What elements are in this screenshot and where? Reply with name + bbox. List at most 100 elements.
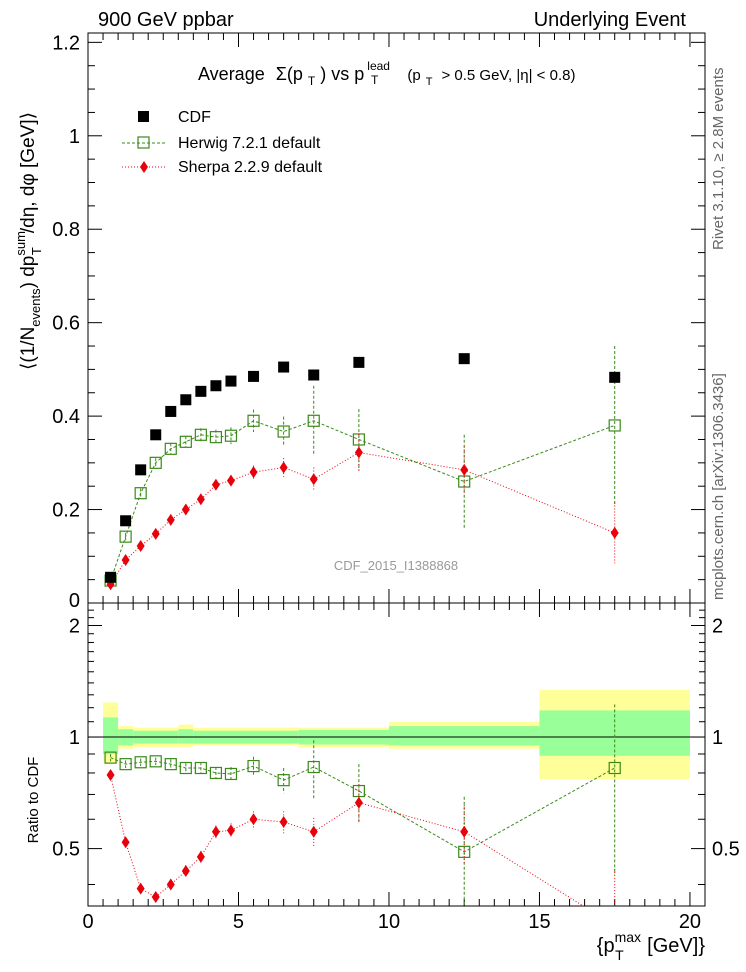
data-point-cdf [353, 356, 365, 368]
data-point-sherpa [354, 446, 363, 459]
data-point-sherpa [196, 850, 205, 863]
title-sigma-sub: T [308, 74, 316, 88]
data-point-sherpa [211, 478, 220, 491]
data-point-cdf [195, 385, 207, 397]
y-tick-label-main: 1.2 [52, 32, 80, 54]
data-point-herwig [608, 419, 621, 432]
y-axis-label-ratio: Ratio to CDF [25, 757, 42, 844]
y-axis-label-main: ⟨(1/Nevents) dpsumT/dη, dφ [GeV]⟩ [13, 112, 44, 370]
legend-herwig-marker [137, 136, 150, 149]
series-sherpa [106, 433, 619, 591]
data-point-sherpa [279, 461, 288, 474]
data-point-sherpa [136, 882, 145, 895]
y-tick-label-ratio-right: 2 [712, 615, 723, 637]
data-point-herwig [458, 845, 471, 858]
data-point-sherpa [309, 825, 318, 838]
y-tick-label-main: 0.4 [52, 406, 80, 428]
header-left: 900 GeV ppbar [98, 9, 234, 31]
x-tick-label: 15 [528, 911, 550, 933]
x-tick-label: 5 [233, 911, 244, 933]
series-cdf [105, 353, 621, 583]
data-point-sherpa [151, 527, 160, 540]
x-axis-label: {pmax T [GeV]} [597, 929, 706, 963]
data-point-sherpa [181, 865, 190, 878]
legend-sherpa-marker [140, 161, 148, 173]
data-point-cdf [278, 361, 290, 373]
ratio-band-inner [539, 710, 690, 756]
y-tick-label-main: 0.2 [52, 500, 80, 522]
data-point-herwig [179, 435, 192, 448]
ratio-band-inner [178, 729, 194, 744]
data-point-sherpa [279, 815, 288, 828]
data-point-sherpa [211, 825, 220, 838]
data-point-cdf [609, 371, 621, 383]
data-point-sherpa [121, 554, 130, 567]
data-point-sherpa [136, 540, 145, 552]
data-point-herwig [149, 755, 162, 768]
axes-layer: 0 5 10 15 20 0.2 0.4 0.6 0.8 1 1.2 0 0.5 0.5 1 1 2 2 [52, 32, 740, 933]
data-point-sherpa [166, 513, 175, 526]
data-point-herwig [194, 761, 207, 775]
plot-title: Average Σ(p T ) vs p lead T (p T > 0.5 G… [198, 54, 575, 89]
title-lead-sup: lead [367, 59, 390, 73]
series-herwig [104, 704, 621, 906]
data-point-sherpa [151, 891, 160, 904]
x-tick-label: 20 [679, 911, 701, 933]
data-point-herwig [247, 414, 260, 427]
data-point-sherpa [354, 796, 363, 809]
data-point-herwig [134, 756, 147, 769]
y-tick-label-ratio-right: 0.5 [712, 839, 740, 861]
data-point-herwig [224, 429, 238, 442]
data-point-sherpa [121, 836, 130, 849]
data-point-herwig [164, 442, 177, 455]
data-point-cdf [210, 380, 222, 392]
y-tick-label-ratio: 1 [69, 727, 80, 749]
series-sherpa [106, 768, 616, 906]
data-point-cdf [150, 429, 162, 441]
data-point-sherpa [460, 825, 469, 838]
y-tick-label-main: 1 [69, 126, 80, 148]
y-tick-label-ratio: 0.5 [52, 839, 80, 861]
data-point-herwig [104, 751, 117, 764]
data-point-sherpa [106, 768, 115, 781]
data-point-herwig [209, 766, 223, 780]
ratio-band-inner [103, 717, 119, 755]
legend-cdf-marker [138, 111, 149, 122]
data-point-herwig [307, 760, 320, 774]
data-point-herwig [277, 425, 290, 438]
data-point-herwig [458, 475, 471, 488]
title-cut-sub: T [426, 76, 433, 88]
data-point-herwig [247, 759, 260, 773]
data-point-herwig [119, 758, 132, 771]
title-mid: ) vs p [320, 64, 364, 84]
data-point-cdf [180, 394, 192, 406]
data-point-cdf [458, 353, 470, 365]
data-point-cdf [120, 515, 132, 527]
y-tick-label-ratio: 2 [69, 615, 80, 637]
data-point-herwig [209, 431, 223, 444]
legend-sherpa-label: Sherpa 2.2.9 default [178, 159, 323, 176]
data-point-sherpa [249, 813, 258, 826]
data-point-herwig [179, 761, 192, 775]
y-tick-label-ratio-right: 1 [712, 727, 723, 749]
series-layer [104, 346, 621, 906]
data-point-sherpa [226, 474, 235, 487]
data-point-herwig [194, 428, 207, 441]
title-cut-b: > 0.5 GeV, |η| < 0.8) [441, 67, 575, 84]
y-tick-label-main: 0.8 [52, 219, 80, 241]
x-tick-label: 0 [82, 911, 93, 933]
legend-herwig-label: Herwig 7.2.1 default [178, 135, 321, 152]
legend: CDF Herwig 7.2.1 default Sherpa 2.2.9 de… [122, 109, 323, 176]
data-point-sherpa [460, 463, 469, 476]
header-right: Underlying Event [534, 9, 687, 31]
data-point-herwig [149, 456, 162, 469]
data-point-cdf [225, 375, 237, 387]
title-prefix: Average [198, 64, 265, 84]
data-point-herwig [119, 530, 132, 543]
data-point-herwig [277, 774, 290, 787]
data-point-herwig [224, 767, 238, 781]
y-tick-label-main: 0 [69, 590, 80, 612]
data-point-herwig [307, 414, 320, 427]
ratio-band-inner [388, 726, 540, 746]
